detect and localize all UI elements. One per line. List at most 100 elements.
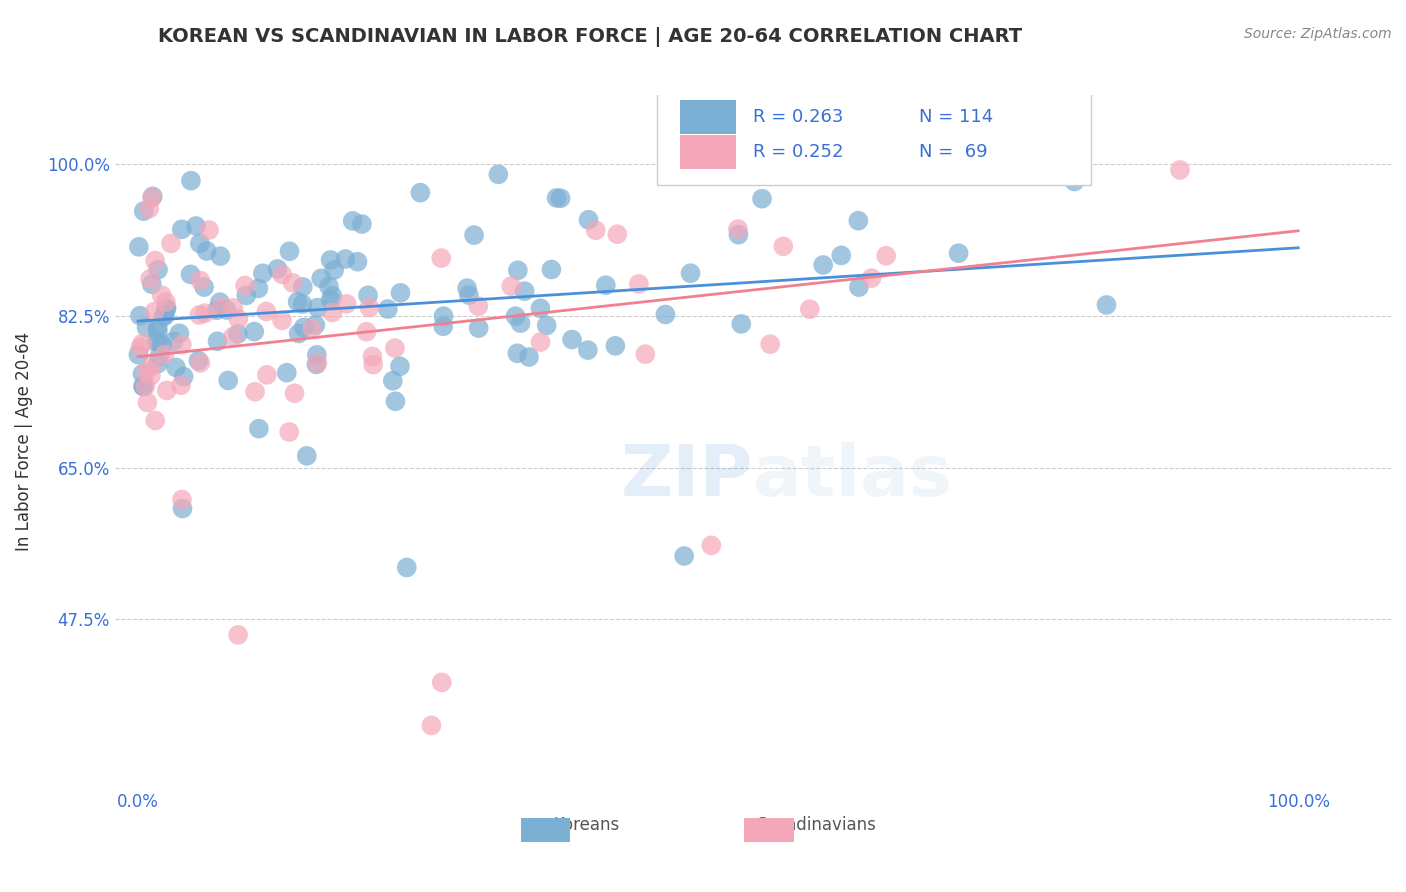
Point [357, 288, 380, 302]
Point [576, 343, 599, 357]
Point [292, 320, 315, 334]
Point [207, 334, 229, 349]
Point [278, 244, 301, 259]
Point [505, 309, 527, 323]
Point [335, 252, 357, 266]
Point [1168, 163, 1191, 178]
Point [467, 299, 489, 313]
Point [247, 281, 270, 295]
Point [226, 628, 249, 642]
Point [179, 268, 201, 282]
Point [135, 320, 157, 334]
Point [727, 227, 749, 242]
Point [529, 301, 551, 316]
Text: ZIP: ZIP [620, 442, 752, 511]
Point [146, 320, 169, 334]
Point [132, 204, 155, 219]
Point [150, 288, 173, 302]
Point [922, 123, 945, 137]
Point [420, 718, 443, 732]
Point [139, 272, 162, 286]
Point [162, 334, 184, 349]
Point [307, 301, 329, 315]
Point [860, 271, 883, 285]
Point [131, 367, 153, 381]
Point [550, 191, 572, 205]
Point [143, 253, 166, 268]
Point [188, 308, 211, 322]
Point [356, 325, 378, 339]
Point [228, 312, 250, 326]
Point [384, 341, 406, 355]
Point [146, 357, 169, 371]
Text: R = 0.252: R = 0.252 [752, 144, 844, 161]
Point [233, 278, 256, 293]
Point [155, 295, 177, 310]
Point [727, 222, 749, 236]
Point [456, 281, 478, 295]
Point [281, 276, 304, 290]
Point [145, 334, 167, 349]
Point [143, 304, 166, 318]
Text: R = 0.263: R = 0.263 [752, 109, 844, 127]
Point [271, 313, 294, 327]
Point [247, 422, 270, 436]
Point [513, 284, 536, 298]
Point [388, 359, 411, 374]
Point [215, 302, 238, 317]
Point [152, 338, 174, 352]
Point [654, 308, 676, 322]
Point [350, 217, 373, 231]
Point [146, 324, 169, 338]
Point [127, 348, 149, 362]
Point [540, 262, 562, 277]
Point [772, 148, 794, 162]
Point [198, 223, 221, 237]
Point [501, 279, 523, 293]
Point [321, 289, 343, 303]
Point [1095, 298, 1118, 312]
Point [180, 174, 202, 188]
Point [148, 349, 170, 363]
Point [381, 374, 404, 388]
Point [208, 295, 231, 310]
Point [627, 277, 650, 291]
Point [243, 325, 266, 339]
Point [730, 317, 752, 331]
Point [217, 373, 239, 387]
Text: Source: ZipAtlas.com: Source: ZipAtlas.com [1244, 27, 1392, 41]
Point [634, 347, 657, 361]
Point [679, 266, 702, 280]
Point [136, 395, 159, 409]
Point [169, 326, 191, 341]
Point [409, 186, 432, 200]
Point [172, 501, 194, 516]
Point [276, 366, 298, 380]
Point [195, 244, 218, 258]
Point [605, 339, 627, 353]
Point [517, 350, 540, 364]
Text: N = 114: N = 114 [918, 109, 993, 127]
Text: atlas: atlas [752, 442, 953, 511]
Point [529, 334, 551, 349]
Point [170, 222, 193, 236]
Point [205, 303, 228, 318]
Point [235, 288, 257, 302]
Point [948, 246, 970, 260]
Point [194, 306, 217, 320]
FancyBboxPatch shape [744, 818, 794, 842]
Point [395, 560, 418, 574]
Point [188, 236, 211, 251]
Point [143, 413, 166, 427]
Point [256, 368, 278, 382]
FancyBboxPatch shape [520, 818, 571, 842]
Point [153, 347, 176, 361]
Point [170, 378, 193, 392]
Point [811, 258, 834, 272]
Point [156, 384, 179, 398]
Point [287, 294, 309, 309]
Point [319, 293, 342, 307]
Point [141, 191, 163, 205]
Point [135, 365, 157, 379]
Point [170, 337, 193, 351]
